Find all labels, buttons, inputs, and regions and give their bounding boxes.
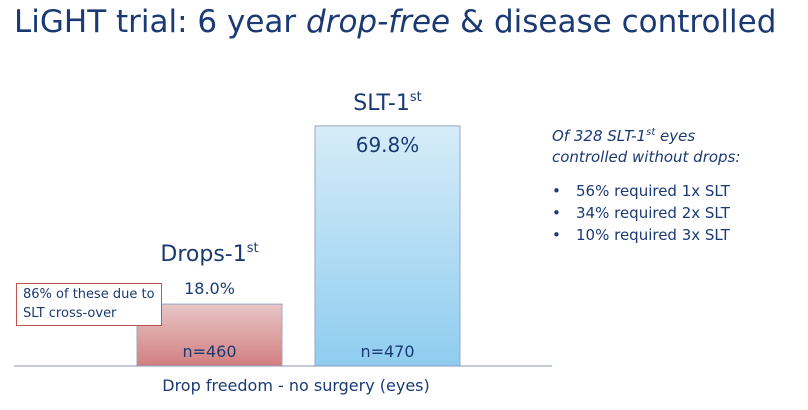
category-label-drops-1: Drops-1st bbox=[160, 241, 258, 267]
n-label-drops-1: n=460 bbox=[182, 342, 236, 361]
category-label-slt-1: SLT-1st bbox=[353, 90, 421, 116]
bullet-item: • 56% required 1x SLT bbox=[552, 180, 802, 202]
value-label-slt-1: 69.8% bbox=[356, 133, 420, 157]
cross-over-callout: 86% of these due to SLT cross-over bbox=[16, 283, 162, 326]
bullet-text: 56% required 1x SLT bbox=[576, 182, 730, 200]
title-part-2: & disease controlled bbox=[450, 4, 777, 40]
value-label-drops-1: 18.0% bbox=[184, 279, 235, 298]
callout-text: 86% of these due to SLT cross-over bbox=[23, 287, 155, 321]
intro-text-b: eyes bbox=[655, 127, 696, 145]
bullet-icon: • bbox=[552, 182, 561, 200]
bar-slt-1 bbox=[314, 125, 461, 367]
n-label-slt-1: n=470 bbox=[360, 342, 414, 361]
x-axis-label: Drop freedom - no surgery (eyes) bbox=[162, 376, 430, 395]
page-title: LiGHT trial: 6 year drop-free & disease … bbox=[14, 4, 776, 40]
title-part-1: LiGHT trial: 6 year bbox=[14, 4, 307, 40]
intro-text-a: Of 328 SLT-1 bbox=[552, 127, 647, 145]
bullet-icon: • bbox=[552, 204, 561, 222]
slt-bullet-list: • 56% required 1x SLT • 34% required 2x SL… bbox=[552, 180, 802, 246]
summary-intro-line-2: controlled without drops: bbox=[552, 148, 741, 166]
summary-intro: Of 328 SLT-1st eyes controlled without d… bbox=[552, 122, 802, 168]
title-emphasis: drop-free bbox=[306, 4, 451, 40]
bullet-text: 10% required 3x SLT bbox=[576, 226, 730, 244]
intro-sup: st bbox=[646, 127, 656, 138]
bullet-icon: • bbox=[552, 226, 561, 244]
bullet-item: • 34% required 2x SLT bbox=[552, 202, 802, 224]
slt-summary-box: Of 328 SLT-1st eyes controlled without d… bbox=[552, 122, 802, 246]
bullet-text: 34% required 2x SLT bbox=[576, 204, 730, 222]
summary-intro-line-1: Of 328 SLT-1st eyes bbox=[552, 122, 802, 147]
bullet-item: • 10% required 3x SLT bbox=[552, 224, 802, 246]
